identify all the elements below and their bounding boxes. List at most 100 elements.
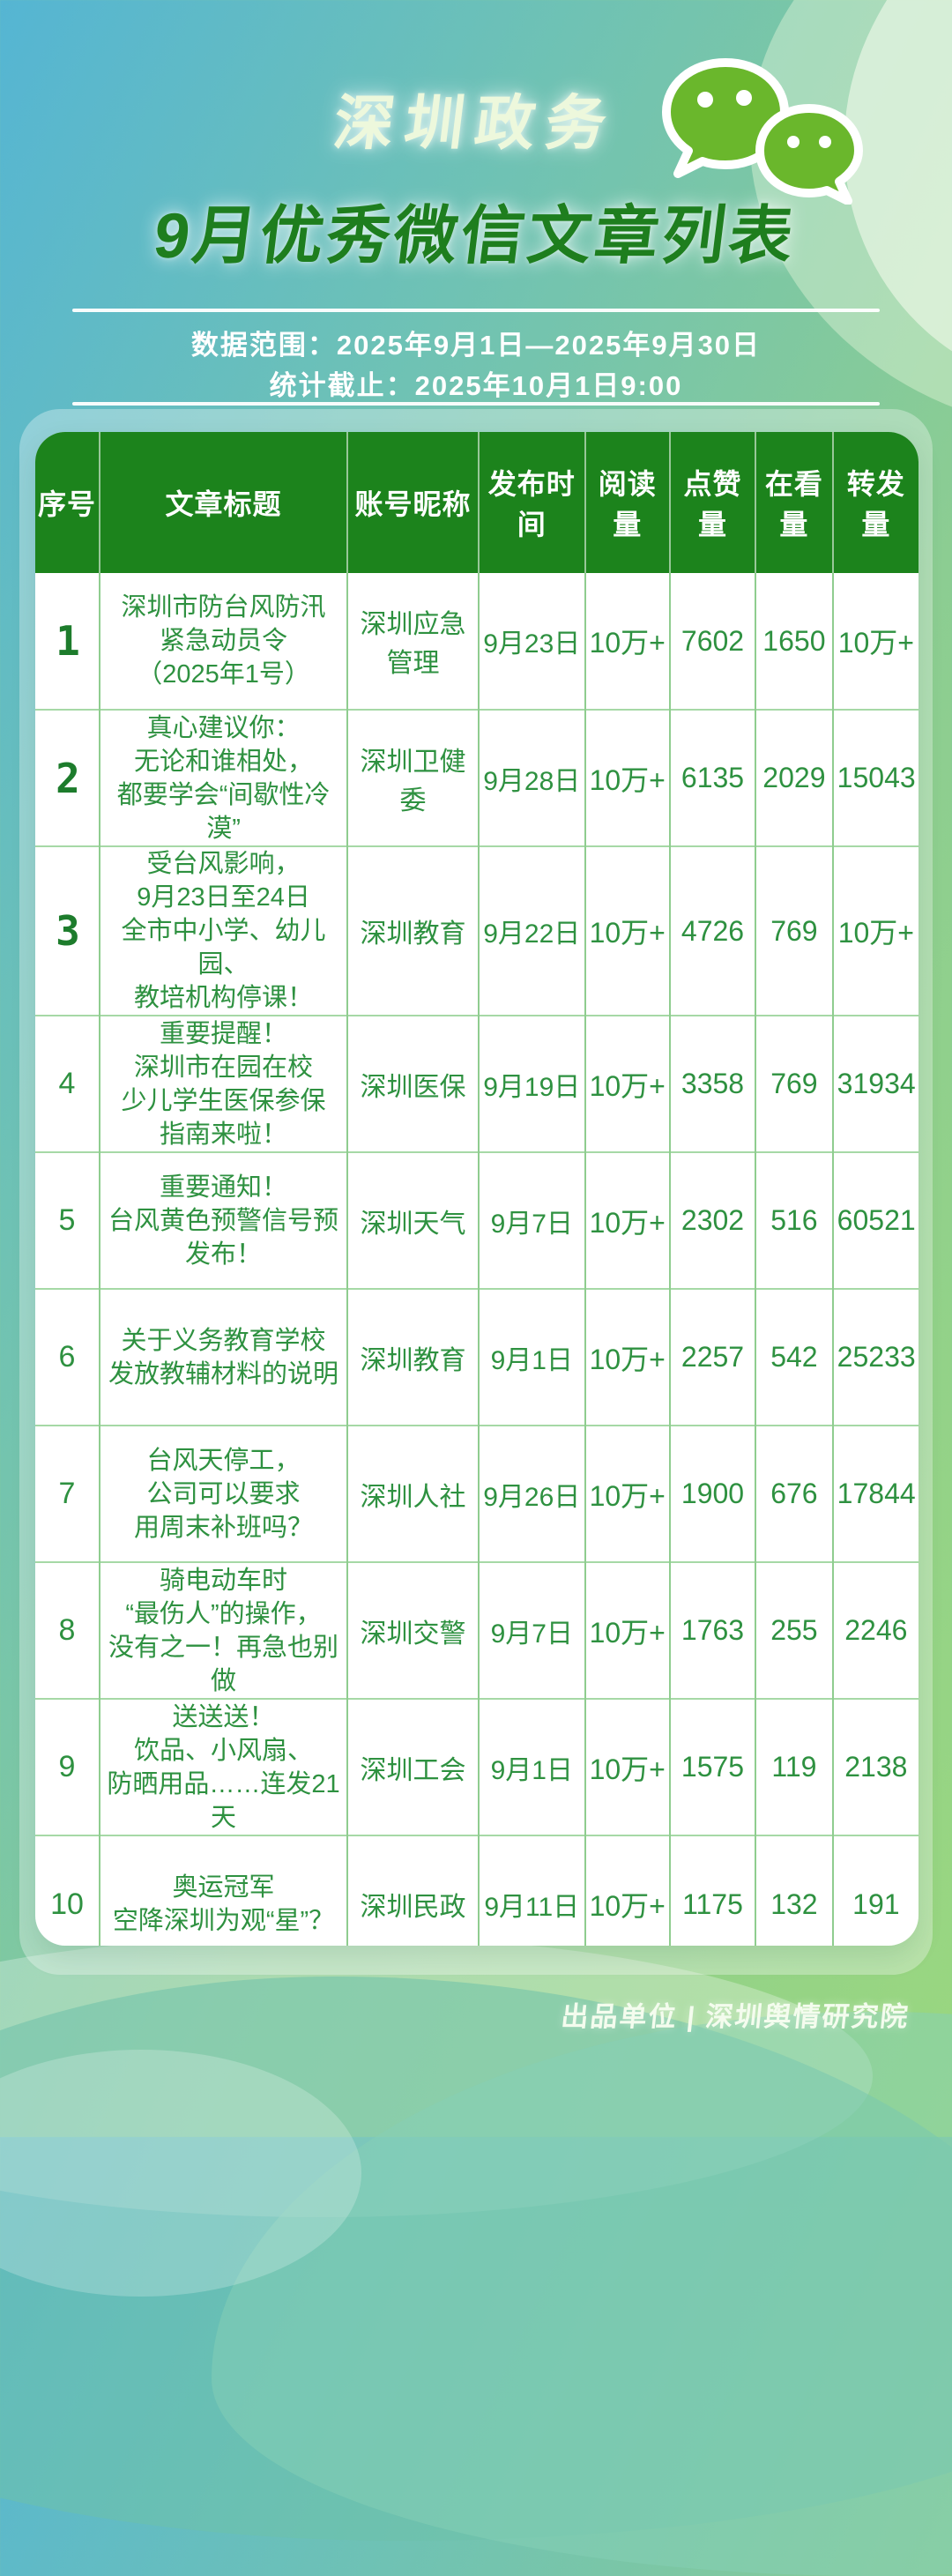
table-row: 7 台风天停工， 公司可以要求 用周末补班吗？ 深圳人社 9月26日 10万+ … <box>35 1425 919 1562</box>
account-name-cell: 深圳人社 <box>347 1425 480 1562</box>
divider-line-top <box>72 309 880 312</box>
article-title-cell: 奥运冠军 空降深圳为观“星”？ <box>99 1835 349 1946</box>
divider-line-bottom <box>72 402 880 406</box>
column-header-6: 在看量 <box>755 432 834 573</box>
page-title: 9月优秀微信文章列表 <box>150 201 801 272</box>
article-title-cell: 台风天停工， 公司可以要求 用周末补班吗？ <box>99 1425 349 1562</box>
article-title-cell: 骑电动车时 “最伤人”的操作， 没有之一！再急也别做 <box>99 1561 349 1699</box>
publish-date-cell: 9月11日 <box>478 1835 586 1946</box>
article-title-cell: 深圳市防台风防汛 紧急动员令 （2025年1号） <box>99 573 349 710</box>
forward-count-cell: 10万+ <box>837 627 914 659</box>
publish-date-cell: 9月19日 <box>478 1015 586 1152</box>
table-header: 序号 文章标题 账号昵称 发布时间 阅读量 点赞量 在看量 转发量 <box>35 432 919 573</box>
bottom-teal-wave-decoration-2 <box>212 2012 952 2576</box>
publish-date-cell: 9月1日 <box>478 1698 586 1835</box>
row-number-cell: 1 <box>35 573 100 710</box>
table-row: 8 骑电动车时 “最伤人”的操作， 没有之一！再急也别做 深圳交警 9月7日 1… <box>35 1561 919 1699</box>
account-name-cell: 深圳教育 <box>347 845 480 1016</box>
article-title-cell: 真心建议你： 无论和谁相处， 都要学会“间歇性冷漠” <box>99 709 349 846</box>
forward-count-cell: 31934 <box>832 1015 919 1152</box>
account-name-cell: 深圳天气 <box>347 1151 480 1289</box>
account-name-cell: 深圳工会 <box>347 1698 480 1835</box>
wechat-icon <box>659 53 871 205</box>
look-count-cell: 1650 <box>755 573 834 710</box>
row-number-cell: 7 <box>35 1425 100 1562</box>
article-title-cell: 受台风影响， 9月23日至24日 全市中小学、幼儿园、 教培机构停课！ <box>99 845 349 1016</box>
forward-count-cell: 2138 <box>832 1698 919 1835</box>
forward-count-cell: 10万+ <box>832 845 919 1016</box>
read-count-cell: 10万+ <box>584 1425 671 1562</box>
article-title-cell: 重要通知！ 台风黄色预警信号预发布！ <box>99 1151 349 1289</box>
look-count-cell: 119 <box>755 1698 834 1835</box>
like-count-cell: 6135 <box>669 709 757 846</box>
column-header-0: 序号 <box>35 432 100 573</box>
read-count-cell: 10万+ <box>584 845 671 1016</box>
article-table: 序号 文章标题 账号昵称 发布时间 阅读量 点赞量 在看量 转发量 1 深圳市防台风防汛 紧急… <box>35 432 919 1946</box>
look-count-cell: 769 <box>755 845 834 1016</box>
row-number-cell: 6 <box>35 1288 100 1426</box>
look-count-cell: 516 <box>755 1151 834 1289</box>
article-title-cell: 关于义务教育学校 发放教辅材料的说明 <box>99 1288 349 1426</box>
look-count-cell: 676 <box>755 1425 834 1562</box>
article-title-cell: 重要提醒！ 深圳市在园在校 少儿学生医保参保 指南来啦！ <box>99 1015 349 1152</box>
row-number-cell: 5 <box>35 1151 100 1289</box>
row-number-cell: 10 <box>35 1835 100 1946</box>
like-count-cell: 2257 <box>669 1288 757 1426</box>
row-number-cell: 9 <box>35 1698 100 1835</box>
read-count-cell: 10万+ <box>584 1015 671 1152</box>
column-header-3: 发布时间 <box>478 432 586 573</box>
table-body: 1 深圳市防台风防汛 紧急动员令 （2025年1号） 深圳应急管理 9月23日 … <box>35 573 919 1946</box>
read-count-cell: 10万+ <box>584 1698 671 1835</box>
table-row: 6 关于义务教育学校 发放教辅材料的说明 深圳教育 9月1日 10万+ 2257… <box>35 1288 919 1426</box>
forward-count-cell: 2246 <box>832 1561 919 1699</box>
account-name-cell: 深圳卫健委 <box>347 709 480 846</box>
row-number-cell: 2 <box>35 709 100 846</box>
read-count-cell: 10万+ <box>584 1835 671 1946</box>
read-count-cell: 10万+ <box>584 709 671 846</box>
bottom-left-blob-decoration <box>0 2050 361 2297</box>
look-count-cell: 542 <box>755 1288 834 1426</box>
table-row: 3 受台风影响， 9月23日至24日 全市中小学、幼儿园、 教培机构停课！ 深圳… <box>35 845 919 1016</box>
read-count-cell: 10万+ <box>584 1288 671 1426</box>
bottom-light-wave-decoration <box>0 1935 873 2217</box>
account-name-cell: 深圳医保 <box>347 1015 480 1152</box>
column-header-5: 点赞量 <box>669 432 757 573</box>
publish-date-cell: 9月28日 <box>478 709 586 846</box>
read-count-cell: 10万+ <box>584 1151 671 1289</box>
publish-date-cell: 9月26日 <box>478 1425 586 1562</box>
article-table-grid: 序号 文章标题 账号昵称 发布时间 阅读量 点赞量 在看量 转发量 1 深圳市防台风防汛 紧急… <box>35 432 919 1946</box>
stats-deadline-text: 统计截止：2025年10月1日9:00 <box>269 370 683 401</box>
forward-count-cell: 60521 <box>832 1151 919 1289</box>
like-count-cell: 2302 <box>669 1151 757 1289</box>
publish-date-cell: 9月7日 <box>478 1561 586 1699</box>
forward-count-cell: 15043 <box>832 709 919 846</box>
like-count-cell: 1175 <box>669 1835 757 1946</box>
forward-count-cell: 17844 <box>832 1425 919 1562</box>
publish-date-cell: 9月1日 <box>478 1288 586 1426</box>
table-row: 2 真心建议你： 无论和谁相处， 都要学会“间歇性冷漠” 深圳卫健委 9月28日… <box>35 709 919 846</box>
publish-date-cell: 9月22日 <box>478 845 586 1016</box>
like-count-cell: 1763 <box>669 1561 757 1699</box>
table-row: 4 重要提醒！ 深圳市在园在校 少儿学生医保参保 指南来啦！ 深圳医保 9月19… <box>35 1015 919 1152</box>
row-number-cell: 4 <box>35 1015 100 1152</box>
publish-date-cell: 9月23日 <box>478 573 586 710</box>
table-row: 10 奥运冠军 空降深圳为观“星”？ 深圳民政 9月11日 10万+ 1175 … <box>35 1835 919 1946</box>
like-count-cell: 1900 <box>669 1425 757 1562</box>
bottom-teal-wave-decoration <box>0 1977 952 2541</box>
date-range-text: 数据范围：2025年9月1日—2025年9月30日 <box>190 330 762 361</box>
table-header-row: 序号 文章标题 账号昵称 发布时间 阅读量 点赞量 在看量 转发量 <box>35 432 919 573</box>
read-count-cell: 10万+ <box>584 573 671 710</box>
row-number-cell: 3 <box>35 845 100 1016</box>
read-count-cell: 10万+ <box>584 1561 671 1699</box>
column-header-2: 账号昵称 <box>347 432 480 573</box>
row-number-cell: 8 <box>35 1561 100 1699</box>
account-name-cell: 深圳民政 <box>347 1835 480 1946</box>
look-count-cell: 2029 <box>755 709 834 846</box>
like-count-cell: 7602 <box>669 573 757 710</box>
table-row: 5 重要通知！ 台风黄色预警信号预发布！ 深圳天气 9月7日 10万+ 2302… <box>35 1151 919 1289</box>
look-count-cell: 769 <box>755 1015 834 1152</box>
account-name-cell: 深圳应急管理 <box>347 573 480 710</box>
column-header-4: 阅读量 <box>584 432 671 573</box>
like-count-cell: 4726 <box>669 845 757 1016</box>
column-header-7: 转发量 <box>832 432 919 573</box>
